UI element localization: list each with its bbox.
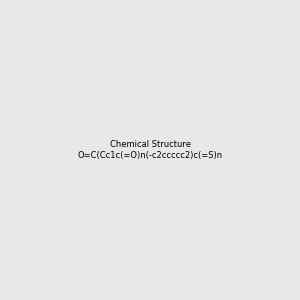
Text: Chemical Structure
O=C(Cc1c(=O)n(-c2ccccc2)c(=S)n: Chemical Structure O=C(Cc1c(=O)n(-c2cccc… xyxy=(77,140,223,160)
